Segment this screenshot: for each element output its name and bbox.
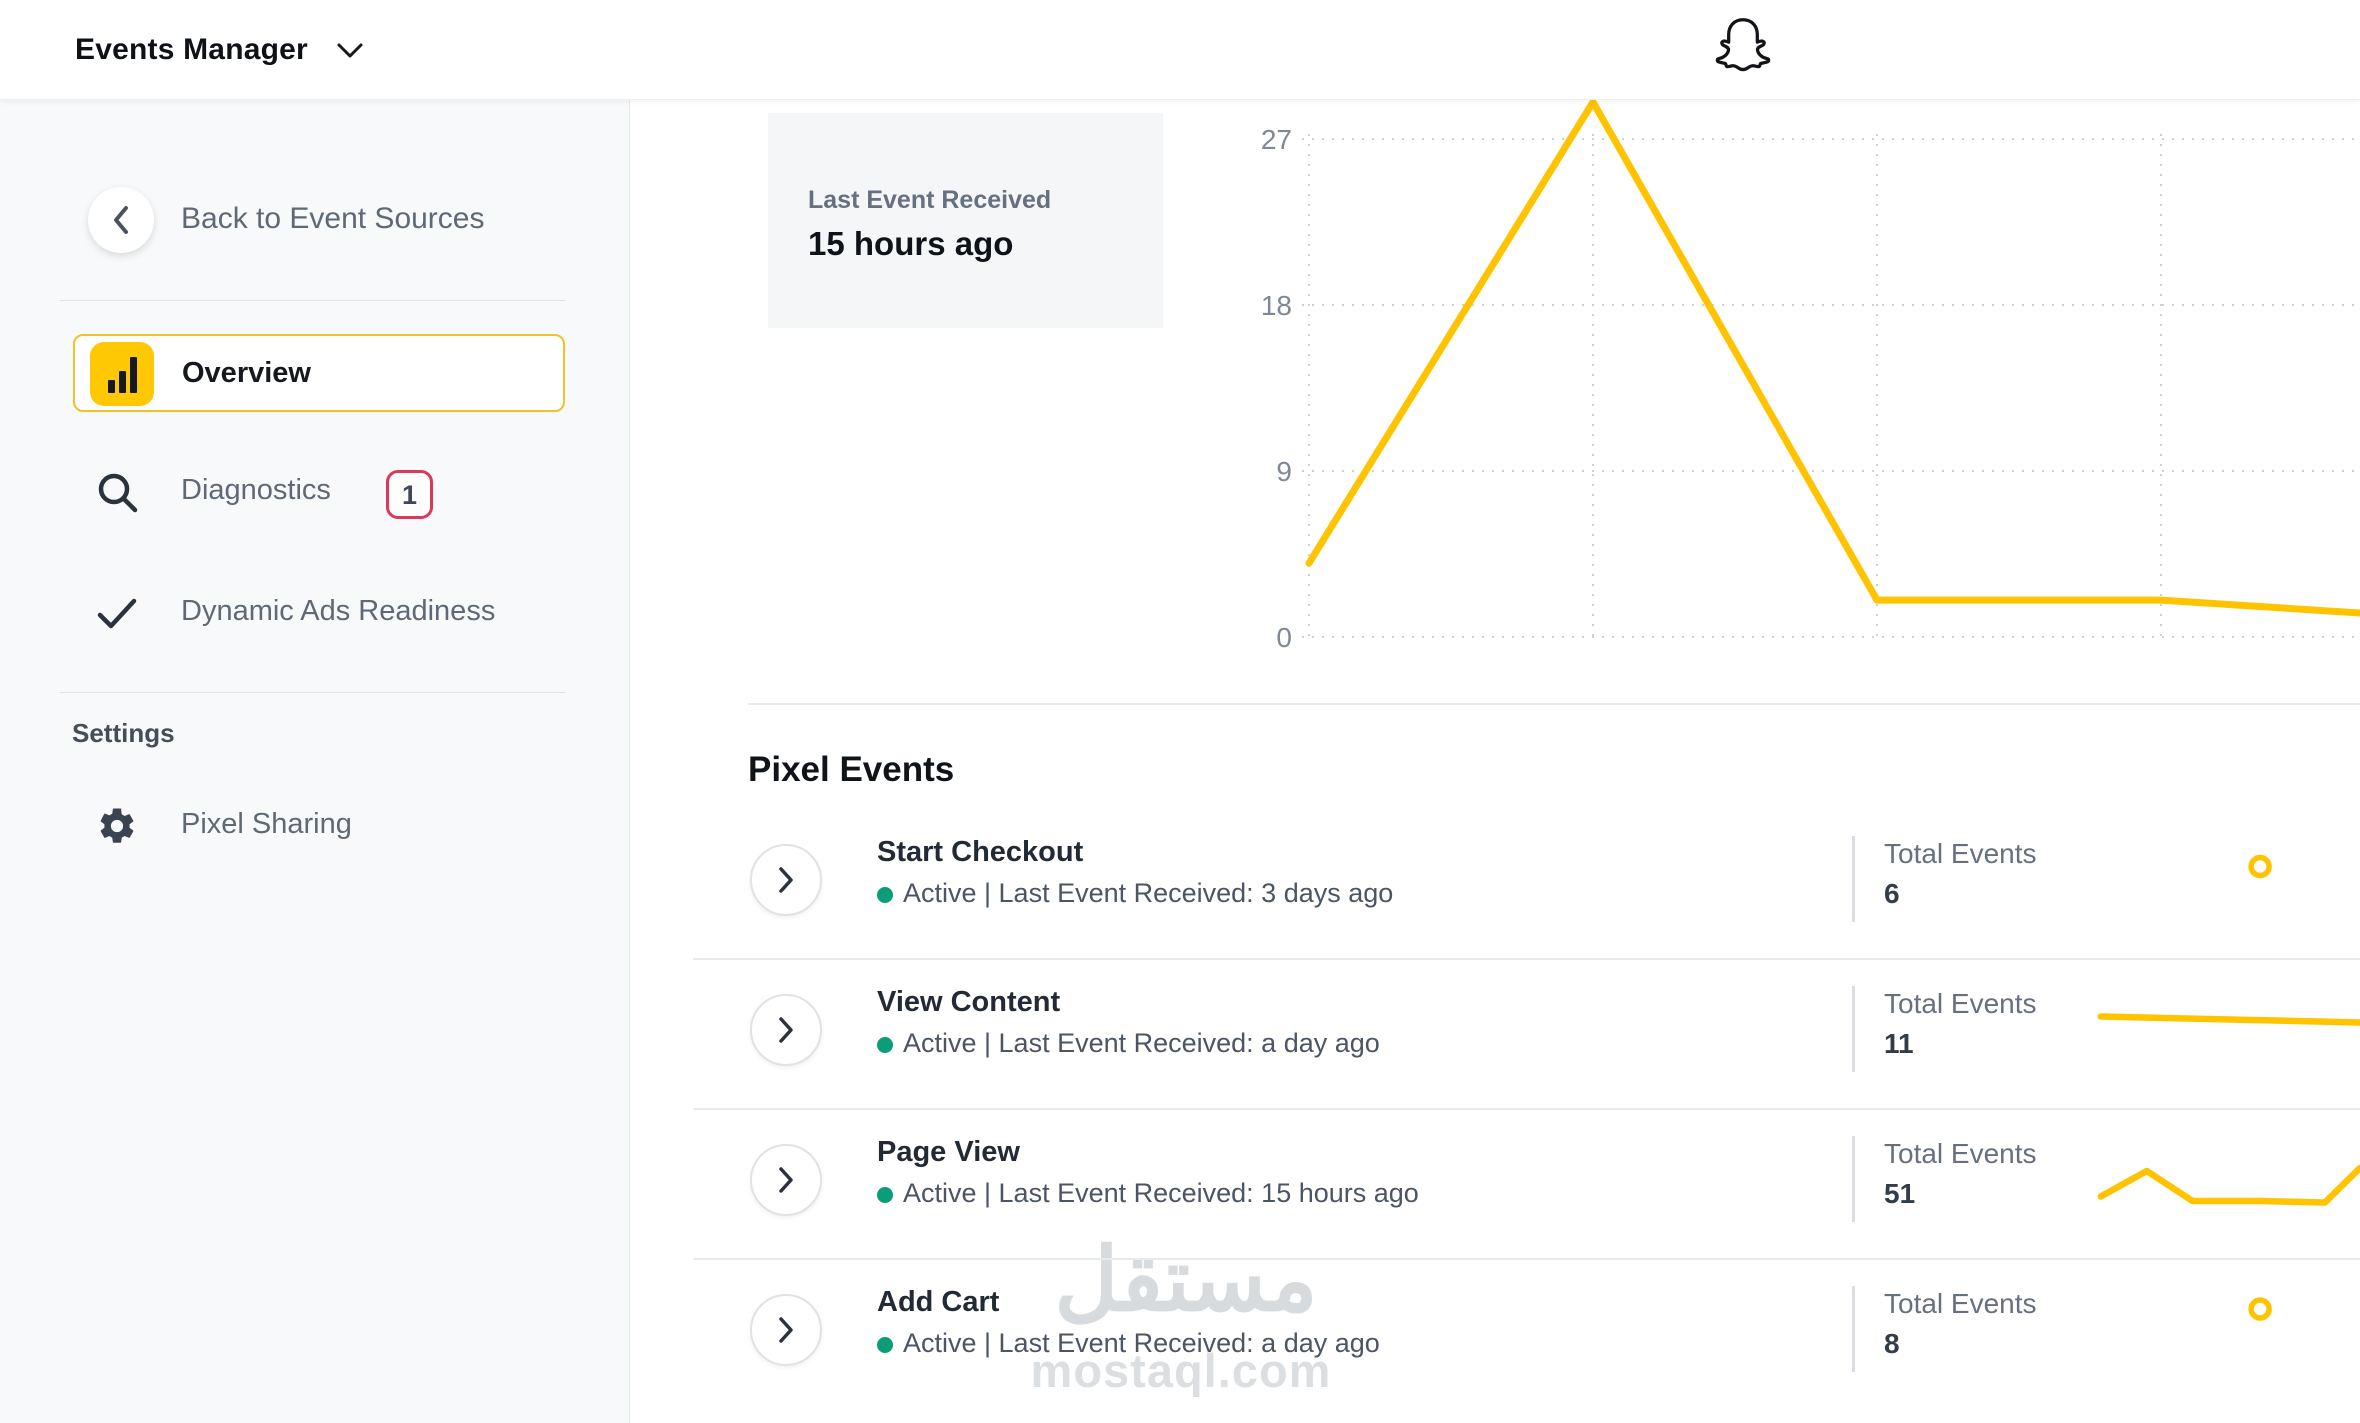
event-status: Active | Last Event Received: 15 hours a… [877, 1178, 1419, 1209]
summary-label: Last Event Received [808, 186, 1052, 214]
topbar: Events Manager [0, 0, 2360, 100]
svg-text:18: 18 [1261, 290, 1292, 321]
chevron-down-icon[interactable] [337, 43, 363, 59]
row-separator [1852, 1286, 1855, 1372]
event-title: Start Checkout [877, 836, 1084, 868]
row-separator [1852, 1136, 1855, 1222]
event-sparkline [2090, 1108, 2360, 1258]
event-sparkline [2090, 1258, 2360, 1408]
event-row-add-cart[interactable]: Add Cart Active | Last Event Received: a… [631, 1258, 2360, 1408]
pixel-events-heading: Pixel Events [748, 750, 955, 789]
events-line-chart: 0 9 18 27 [1261, 100, 2360, 648]
total-events-value: 8 [1884, 1328, 1900, 1359]
event-sparkline [2090, 958, 2360, 1108]
gear-icon [100, 808, 134, 843]
row-divider [693, 1258, 2360, 1260]
last-event-received-card: Last Event Received 15 hours ago [768, 113, 1163, 328]
total-events-label: Total Events [1884, 1138, 2037, 1169]
active-status-dot [877, 1187, 893, 1203]
row-divider [693, 1108, 2360, 1110]
back-button[interactable] [88, 187, 154, 253]
event-status: Active | Last Event Received: a day ago [877, 1328, 1380, 1359]
app-title: Events Manager [75, 33, 308, 66]
chevron-right-icon [779, 1017, 793, 1043]
svg-text:0: 0 [1276, 622, 1292, 648]
settings-section-header: Settings [72, 718, 175, 748]
check-icon [97, 598, 137, 629]
expand-row-button[interactable] [750, 1294, 822, 1366]
bar-chart-icon [90, 342, 154, 406]
sidebar-item-overview[interactable]: Overview [73, 334, 565, 412]
row-divider [693, 958, 2360, 960]
svg-text:9: 9 [1276, 456, 1292, 487]
total-events-label: Total Events [1884, 1288, 2037, 1319]
event-title: View Content [877, 986, 1061, 1018]
event-title: Page View [877, 1136, 1020, 1168]
row-separator [1852, 836, 1855, 922]
total-events-label: Total Events [1884, 988, 2037, 1019]
total-events-value: 6 [1884, 878, 1900, 909]
snapchat-ghost-icon [1715, 18, 1771, 72]
event-status: Active | Last Event Received: 3 days ago [877, 878, 1393, 909]
row-separator [1852, 986, 1855, 1072]
total-events-value: 51 [1884, 1178, 1916, 1209]
sidebar: Back to Event Sources Overview Diagnosti… [0, 100, 630, 1423]
diagnostics-count-badge: 1 [386, 470, 433, 519]
chevron-right-icon [779, 867, 793, 893]
event-title: Add Cart [877, 1286, 1000, 1318]
svg-text:27: 27 [1261, 124, 1292, 155]
active-status-dot [877, 1337, 893, 1353]
section-divider [748, 703, 2360, 705]
event-sparkline [2090, 808, 2360, 958]
sidebar-divider [60, 692, 565, 693]
sidebar-divider [60, 300, 565, 301]
expand-row-button[interactable] [750, 844, 822, 916]
back-to-event-sources-link[interactable]: Back to Event Sources [181, 202, 485, 235]
total-events-value: 11 [1884, 1028, 1914, 1059]
sidebar-item-diagnostics[interactable]: Diagnostics [181, 474, 331, 506]
summary-value: 15 hours ago [808, 225, 1014, 262]
event-row-view-content[interactable]: View Content Active | Last Event Receive… [631, 958, 2360, 1108]
app-title-dropdown[interactable]: Events Manager [75, 0, 308, 100]
active-status-dot [877, 887, 893, 903]
chevron-right-icon [779, 1317, 793, 1343]
total-events-label: Total Events [1884, 838, 2037, 869]
event-row-page-view[interactable]: Page View Active | Last Event Received: … [631, 1108, 2360, 1258]
sidebar-item-dynamic-ads-readiness[interactable]: Dynamic Ads Readiness [181, 595, 496, 627]
chevron-right-icon [779, 1167, 793, 1193]
sidebar-item-label: Overview [182, 357, 311, 389]
chevron-left-icon [114, 206, 128, 234]
sidebar-item-pixel-sharing[interactable]: Pixel Sharing [181, 808, 352, 840]
expand-row-button[interactable] [750, 994, 822, 1066]
active-status-dot [877, 1037, 893, 1053]
event-row-start-checkout[interactable]: Start Checkout Active | Last Event Recei… [631, 808, 2360, 958]
event-status: Active | Last Event Received: a day ago [877, 1028, 1380, 1059]
main-content: مستقل mostaql.com Last Event Received 15… [631, 100, 2360, 1423]
expand-row-button[interactable] [750, 1144, 822, 1216]
search-icon [98, 473, 138, 513]
